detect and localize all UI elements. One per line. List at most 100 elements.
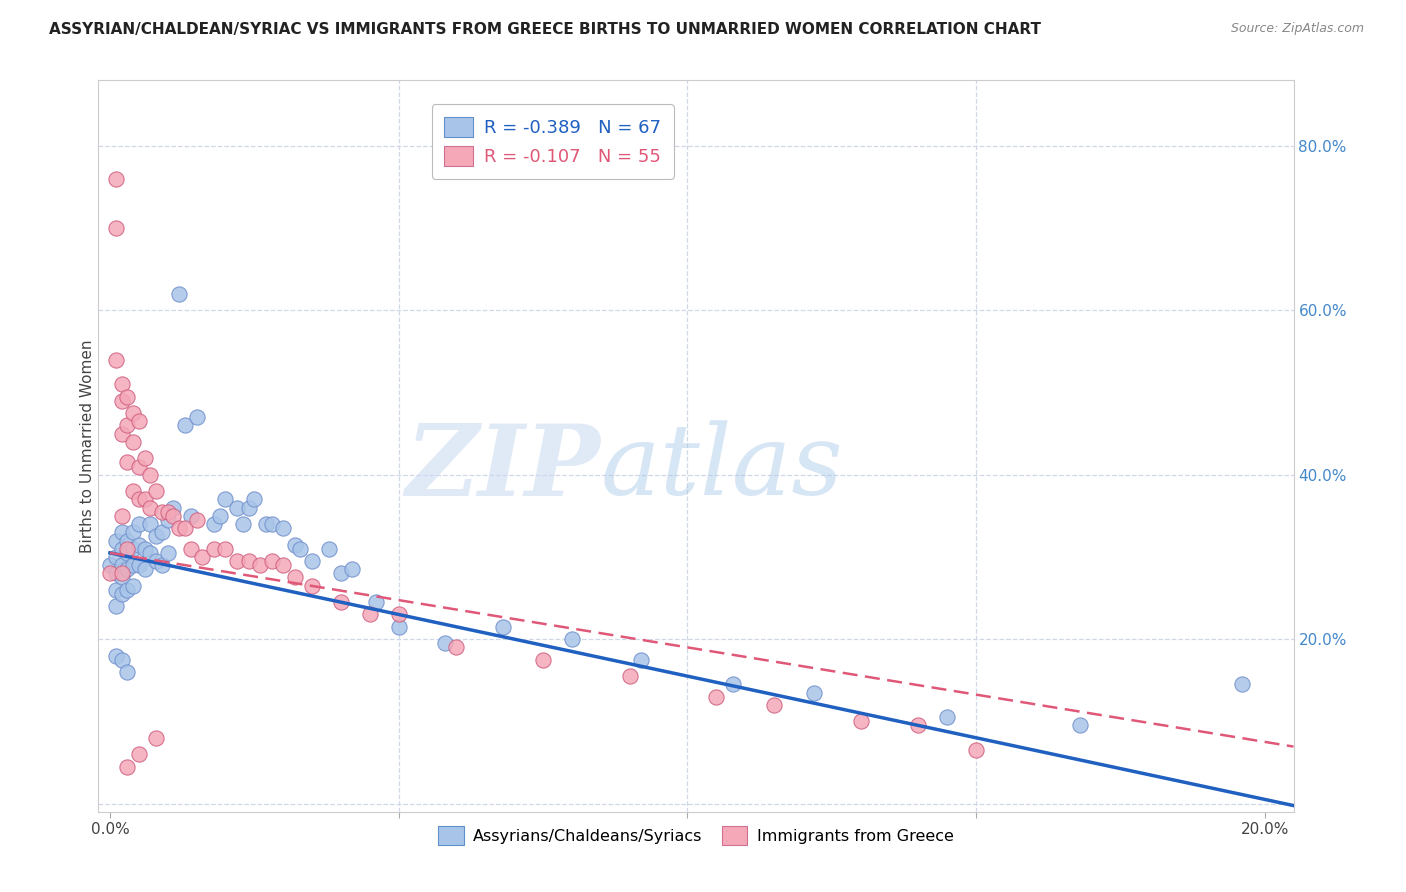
Point [491, 620, 513, 634]
Point [128, 558, 150, 573]
Point [186, 513, 208, 527]
Point [110, 558, 132, 573]
Point [260, 554, 283, 568]
Point [290, 541, 312, 556]
Point [122, 484, 145, 499]
Point [156, 505, 179, 519]
Point [117, 390, 139, 404]
Text: ASSYRIAN/CHALDEAN/SYRIAC VS IMMIGRANTS FROM GREECE BIRTHS TO UNMARRIED WOMEN COR: ASSYRIAN/CHALDEAN/SYRIAC VS IMMIGRANTS F… [49, 22, 1042, 37]
Point [318, 541, 340, 556]
Point [110, 377, 132, 392]
Point [301, 554, 323, 568]
Point [167, 521, 190, 535]
Point [104, 549, 127, 564]
Point [139, 467, 162, 482]
Point [260, 517, 283, 532]
Point [128, 747, 150, 762]
Point [936, 710, 959, 724]
Point [704, 690, 727, 704]
Point [254, 517, 277, 532]
Point [98, 558, 121, 573]
Point [128, 538, 150, 552]
Point [232, 517, 254, 532]
Point [134, 541, 156, 556]
Point [110, 508, 132, 523]
Point [762, 698, 785, 712]
Point [117, 533, 139, 548]
Point [1069, 718, 1091, 732]
Point [104, 221, 127, 235]
Point [134, 562, 156, 576]
Point [907, 718, 929, 732]
Point [128, 517, 150, 532]
Point [104, 566, 127, 581]
Point [329, 566, 352, 581]
Point [145, 731, 167, 745]
Point [110, 566, 132, 581]
Point [531, 653, 554, 667]
Point [117, 418, 139, 433]
Point [226, 500, 249, 515]
Point [174, 418, 197, 433]
Point [110, 426, 132, 441]
Point [214, 541, 236, 556]
Point [342, 562, 364, 576]
Point [117, 562, 139, 576]
Point [965, 743, 987, 757]
Point [139, 517, 162, 532]
Point [110, 570, 132, 584]
Point [249, 558, 271, 573]
Point [104, 582, 127, 597]
Point [723, 677, 745, 691]
Point [110, 393, 132, 408]
Point [145, 484, 167, 499]
Legend: Assyrians/Chaldeans/Syriacs, Immigrants from Greece: Assyrians/Chaldeans/Syriacs, Immigrants … [432, 820, 960, 851]
Point [284, 570, 307, 584]
Point [128, 414, 150, 428]
Point [446, 640, 468, 655]
Point [301, 579, 323, 593]
Point [202, 541, 225, 556]
Point [104, 172, 127, 186]
Point [214, 492, 236, 507]
Point [388, 620, 411, 634]
Point [364, 595, 387, 609]
Point [134, 451, 156, 466]
Text: Source: ZipAtlas.com: Source: ZipAtlas.com [1230, 22, 1364, 36]
Point [117, 455, 139, 469]
Point [433, 636, 456, 650]
Point [271, 558, 294, 573]
Point [156, 513, 179, 527]
Point [150, 505, 173, 519]
Point [208, 508, 231, 523]
Point [122, 525, 145, 540]
Point [180, 541, 202, 556]
Point [202, 517, 225, 532]
Point [104, 648, 127, 663]
Point [803, 685, 825, 699]
Point [110, 587, 132, 601]
Point [167, 287, 190, 301]
Point [162, 500, 184, 515]
Point [226, 554, 249, 568]
Point [145, 529, 167, 543]
Point [630, 653, 652, 667]
Point [117, 582, 139, 597]
Point [156, 546, 179, 560]
Point [117, 546, 139, 560]
Point [122, 579, 145, 593]
Point [243, 492, 266, 507]
Point [104, 533, 127, 548]
Point [162, 508, 184, 523]
Point [117, 541, 139, 556]
Point [122, 558, 145, 573]
Point [122, 541, 145, 556]
Point [117, 759, 139, 773]
Point [849, 714, 872, 729]
Point [238, 500, 260, 515]
Point [110, 525, 132, 540]
Point [122, 434, 145, 449]
Y-axis label: Births to Unmarried Women: Births to Unmarried Women [80, 339, 94, 553]
Point [191, 549, 214, 564]
Point [284, 538, 307, 552]
